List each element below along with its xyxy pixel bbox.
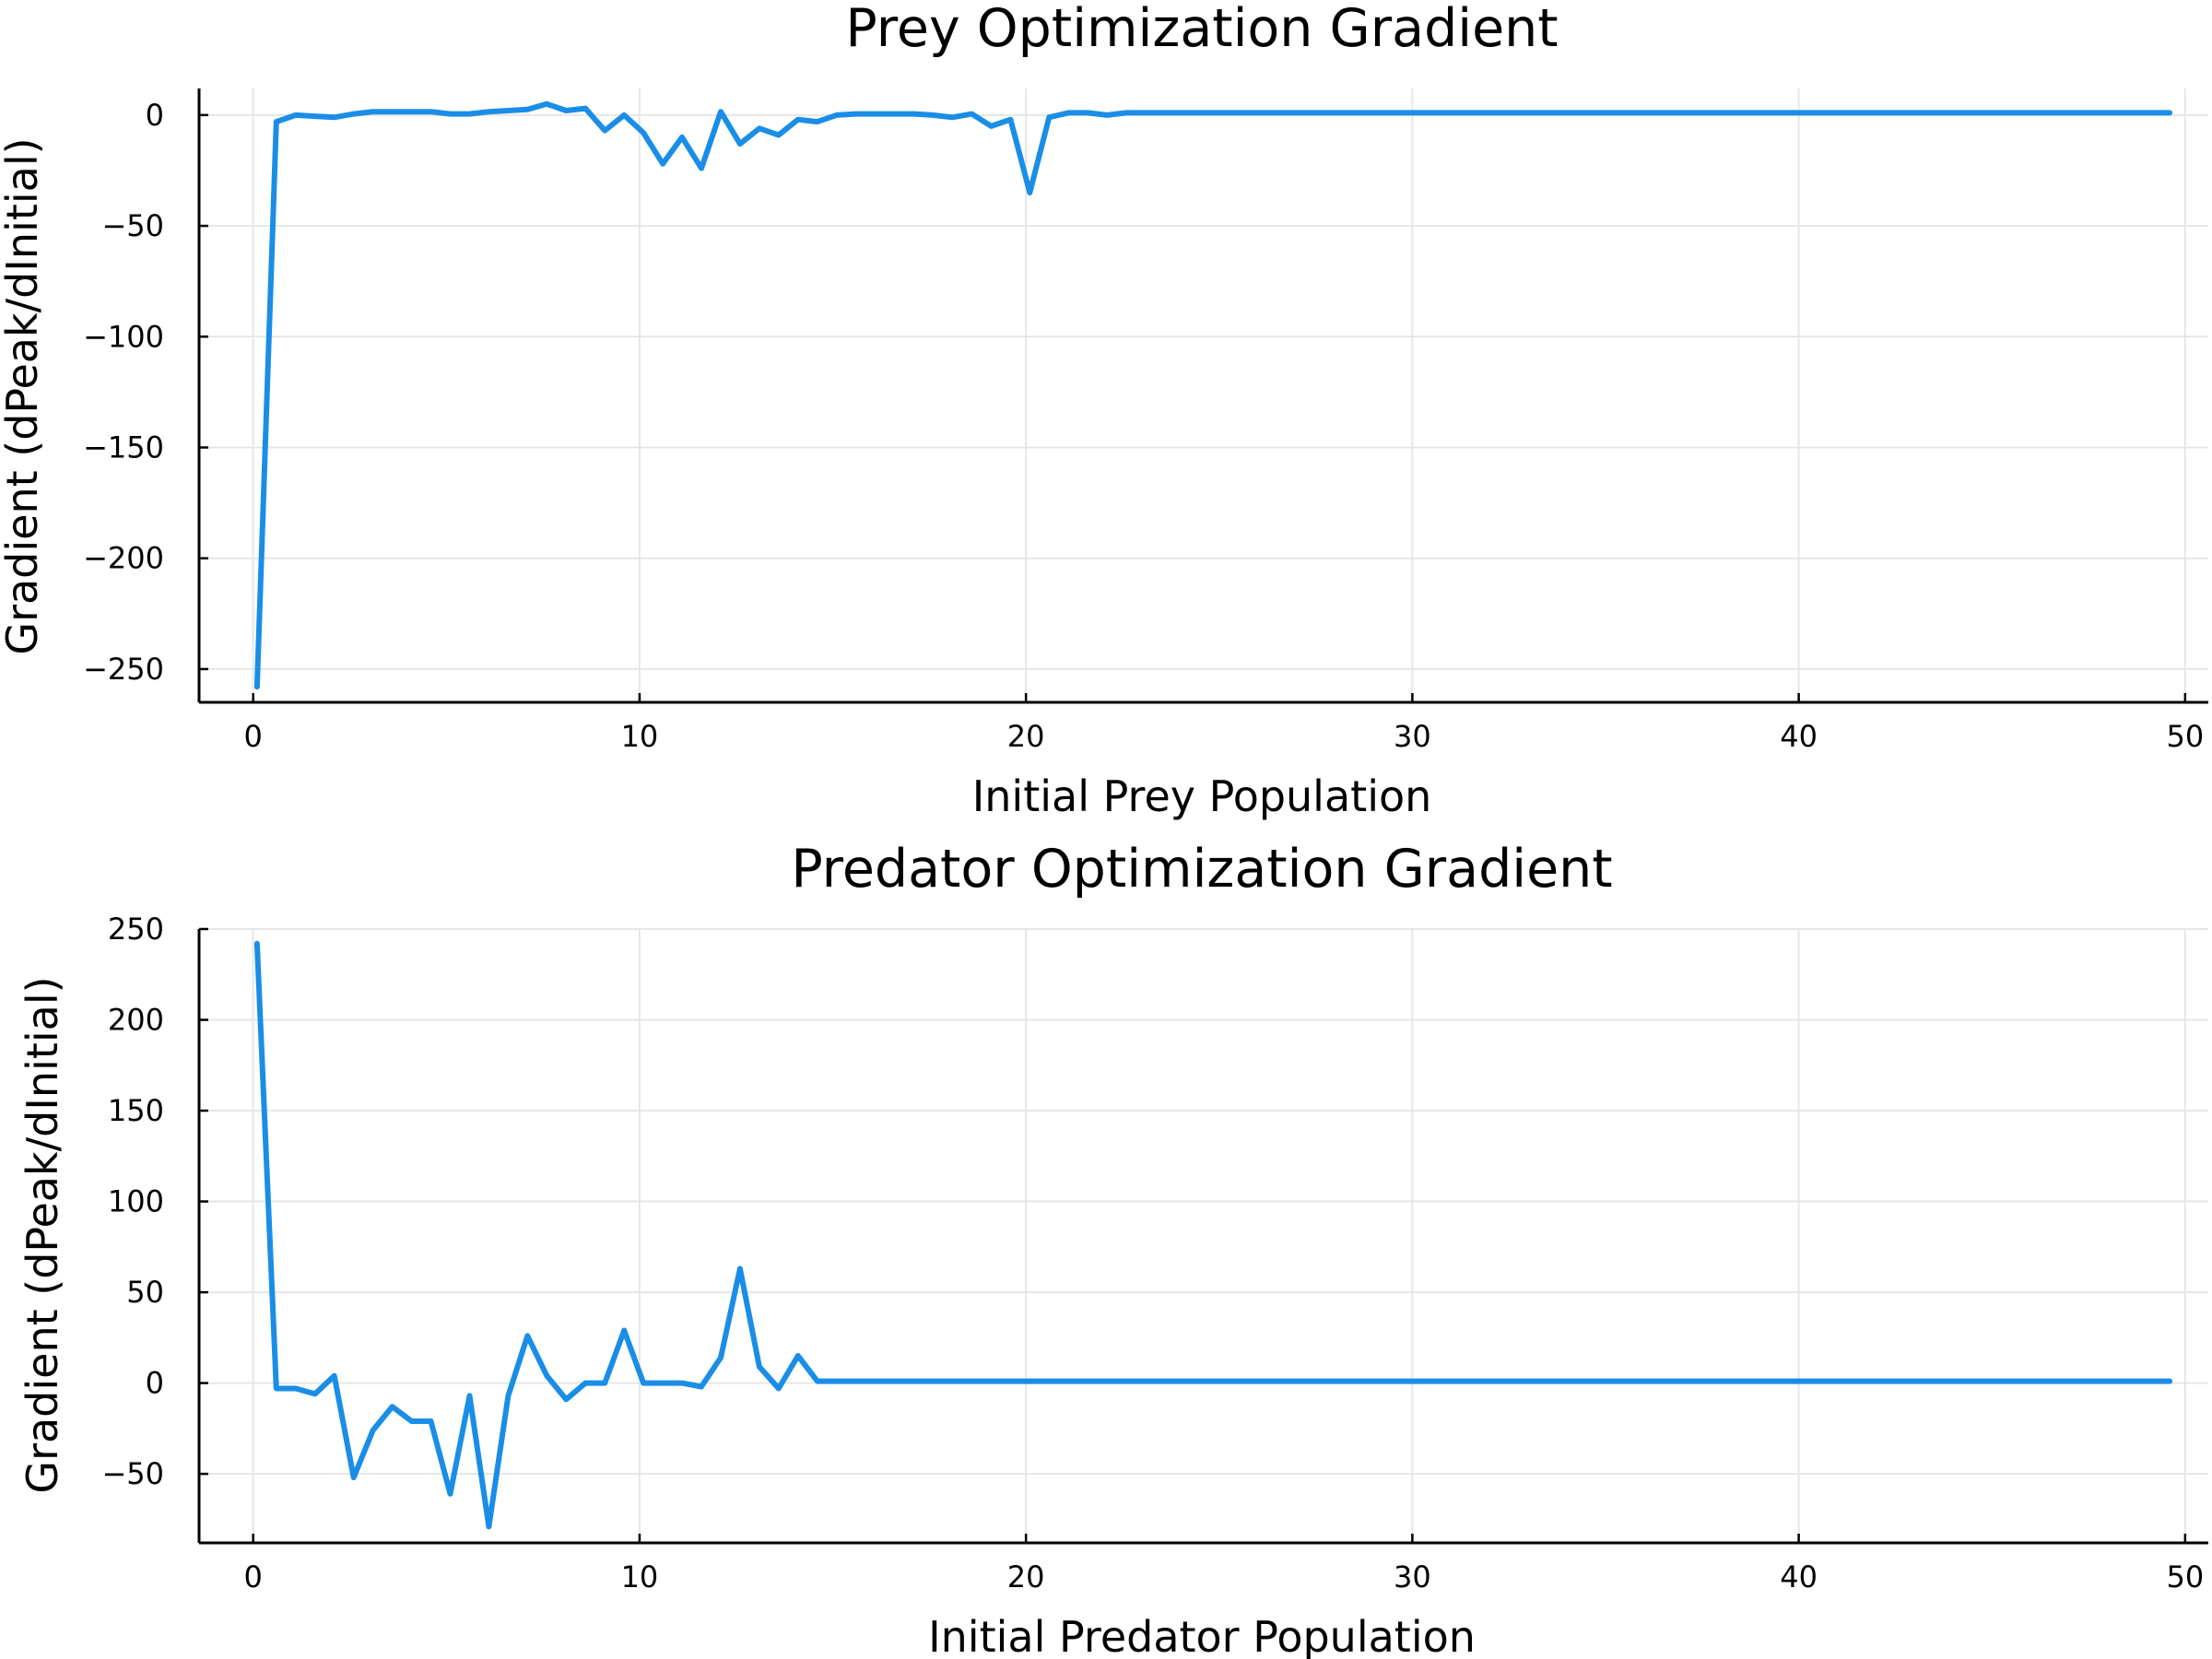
y-tick-label: −150 bbox=[83, 430, 164, 465]
y-tick-label: 100 bbox=[108, 1184, 164, 1219]
x-axis-label: Initial Prey Population bbox=[972, 771, 1432, 821]
y-tick-label: 250 bbox=[108, 912, 164, 947]
y-tick-label: −200 bbox=[83, 541, 164, 576]
y-tick-label: 50 bbox=[126, 1275, 164, 1310]
y-axis-ticks: 0 −50 −100 −150 −200 −250 bbox=[83, 98, 208, 687]
x-axis-ticks: 0 10 20 30 40 50 bbox=[244, 693, 2204, 754]
y-tick-label: 0 bbox=[146, 98, 164, 133]
x-tick-label: 40 bbox=[1780, 719, 1818, 754]
series-line bbox=[253, 100, 2173, 690]
chart-title: Prey Optimization Gradient bbox=[845, 0, 1558, 59]
x-tick-label: 30 bbox=[1394, 719, 1431, 754]
x-tick-label: 0 bbox=[244, 1559, 263, 1594]
y-tick-label: −100 bbox=[83, 319, 164, 354]
series-group bbox=[253, 100, 2173, 690]
x-tick-label: 20 bbox=[1007, 1559, 1045, 1594]
axes bbox=[197, 88, 2208, 704]
grid bbox=[199, 928, 2208, 1543]
y-axis-ticks: 250 200 150 100 50 0 −50 bbox=[101, 912, 208, 1491]
x-tick-label: 50 bbox=[2166, 1559, 2204, 1594]
y-tick-label: −50 bbox=[101, 1456, 164, 1491]
x-axis-label: Initial Predator Population bbox=[928, 1612, 1476, 1659]
x-tick-label: 20 bbox=[1007, 719, 1045, 754]
x-tick-label: 50 bbox=[2166, 719, 2204, 754]
y-tick-label: −50 bbox=[101, 208, 164, 243]
y-tick-label: 200 bbox=[108, 1003, 164, 1038]
y-tick-label: 0 bbox=[146, 1366, 164, 1401]
y-tick-label: 150 bbox=[108, 1093, 164, 1128]
x-tick-label: 40 bbox=[1780, 1559, 1818, 1594]
x-tick-label: 0 bbox=[244, 719, 263, 754]
x-axis-ticks: 0 10 20 30 40 50 bbox=[244, 1534, 2204, 1594]
series-line bbox=[253, 940, 2173, 1530]
y-axis-label: Gradient (dPeak/dInitial) bbox=[18, 976, 67, 1493]
series-group bbox=[253, 940, 2173, 1530]
grid bbox=[199, 88, 2208, 702]
y-axis-label: Gradient (dPeak/dInitial) bbox=[0, 137, 47, 654]
predator-gradient-chart: Predator Optimization Gradient 0 10 20 30 40… bbox=[18, 839, 2208, 1659]
axes bbox=[197, 929, 2208, 1545]
y-tick-label: −250 bbox=[83, 652, 164, 687]
x-tick-label: 10 bbox=[621, 719, 659, 754]
x-tick-label: 10 bbox=[621, 1559, 659, 1594]
x-tick-label: 30 bbox=[1394, 1559, 1431, 1594]
prey-gradient-chart: Prey Optimization Gradient 0 10 20 30 40 50 0… bbox=[0, 0, 2208, 821]
chart-title: Predator Optimization Gradient bbox=[791, 839, 1612, 900]
